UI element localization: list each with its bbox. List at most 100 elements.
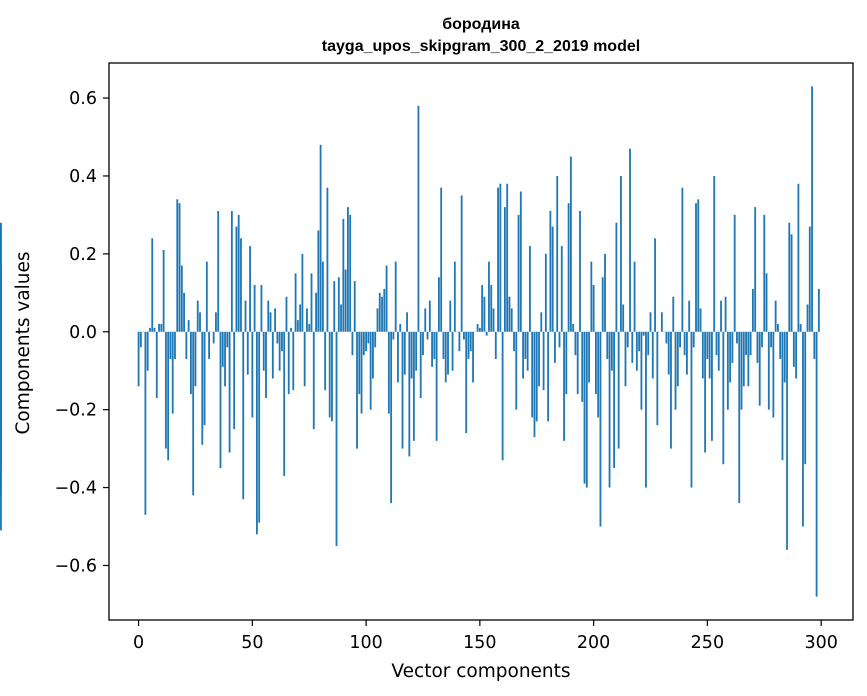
bar xyxy=(0,308,2,332)
bar xyxy=(467,331,470,360)
bar xyxy=(176,199,179,332)
bar xyxy=(554,331,556,363)
bar xyxy=(453,261,456,332)
bar xyxy=(647,331,650,356)
bar xyxy=(622,304,625,332)
bar xyxy=(731,331,734,363)
bar xyxy=(337,277,340,332)
bar xyxy=(378,292,381,332)
bar xyxy=(219,331,222,469)
bar xyxy=(281,331,283,352)
bar xyxy=(137,331,140,387)
x-tick-label: 250 xyxy=(691,633,724,653)
bar xyxy=(346,207,349,332)
bar xyxy=(711,331,713,441)
bar xyxy=(290,327,292,332)
bar xyxy=(756,331,759,363)
bar xyxy=(196,300,199,332)
bar xyxy=(490,285,493,332)
x-tick-label: 100 xyxy=(349,633,382,653)
bar xyxy=(412,331,415,441)
bar xyxy=(624,331,627,387)
bar xyxy=(519,191,522,332)
bar xyxy=(283,331,286,476)
bar xyxy=(813,331,816,360)
bar xyxy=(551,226,554,332)
bar xyxy=(715,331,718,356)
bar xyxy=(203,331,206,426)
bar xyxy=(424,308,427,332)
bar xyxy=(180,265,183,332)
bar xyxy=(501,331,504,461)
bar xyxy=(221,331,224,367)
bar xyxy=(167,331,170,461)
bar xyxy=(440,187,443,332)
bar xyxy=(686,331,688,375)
bar xyxy=(804,331,807,465)
bar xyxy=(349,214,352,332)
bar xyxy=(356,331,358,449)
bar xyxy=(672,296,675,332)
bar xyxy=(260,285,263,332)
bar xyxy=(390,331,393,504)
bar xyxy=(144,331,147,515)
bar xyxy=(601,277,604,332)
bar xyxy=(271,331,274,379)
bar xyxy=(574,331,577,356)
bar xyxy=(608,331,611,488)
bar xyxy=(592,285,595,332)
bar xyxy=(522,331,524,379)
bar xyxy=(567,203,570,332)
bar xyxy=(629,148,631,332)
bar xyxy=(538,331,540,387)
bar xyxy=(665,331,668,344)
bar xyxy=(517,214,520,332)
x-tick-label: 0 xyxy=(133,633,144,653)
bar xyxy=(365,331,368,352)
bar xyxy=(376,308,379,332)
bar xyxy=(488,261,490,332)
bar xyxy=(638,331,641,352)
bar xyxy=(749,331,752,356)
bar xyxy=(328,331,331,418)
bar xyxy=(447,331,449,375)
bar xyxy=(751,288,754,332)
bar xyxy=(563,331,565,441)
bar xyxy=(692,331,695,348)
bar xyxy=(230,211,233,332)
bar xyxy=(278,331,281,371)
bar xyxy=(544,253,547,332)
bar xyxy=(419,331,422,398)
bar xyxy=(335,331,338,546)
bar xyxy=(579,211,581,332)
bar xyxy=(620,175,622,332)
bar xyxy=(497,187,499,332)
bar xyxy=(649,312,652,332)
bar xyxy=(310,273,313,332)
bar xyxy=(383,288,386,332)
bar xyxy=(747,331,750,387)
bar xyxy=(485,331,488,336)
bar xyxy=(333,281,336,332)
bar xyxy=(269,312,272,332)
x-tick-label: 300 xyxy=(804,633,837,653)
bar xyxy=(758,331,761,406)
bar xyxy=(387,331,390,414)
bar xyxy=(556,175,559,332)
bar xyxy=(654,238,656,332)
bar xyxy=(585,331,588,488)
bar xyxy=(786,331,788,550)
bar xyxy=(565,331,568,395)
bar xyxy=(697,199,700,332)
bar xyxy=(319,144,322,332)
bar xyxy=(704,331,707,453)
bar xyxy=(645,331,647,488)
bar xyxy=(406,312,408,332)
bar xyxy=(235,226,238,332)
bar xyxy=(508,296,511,332)
bar xyxy=(724,296,727,332)
bar xyxy=(547,331,550,422)
bar xyxy=(169,331,172,360)
chart-subtitle: tayga_upos_skipgram_300_2_2019 model xyxy=(322,38,640,55)
bar xyxy=(367,331,370,344)
